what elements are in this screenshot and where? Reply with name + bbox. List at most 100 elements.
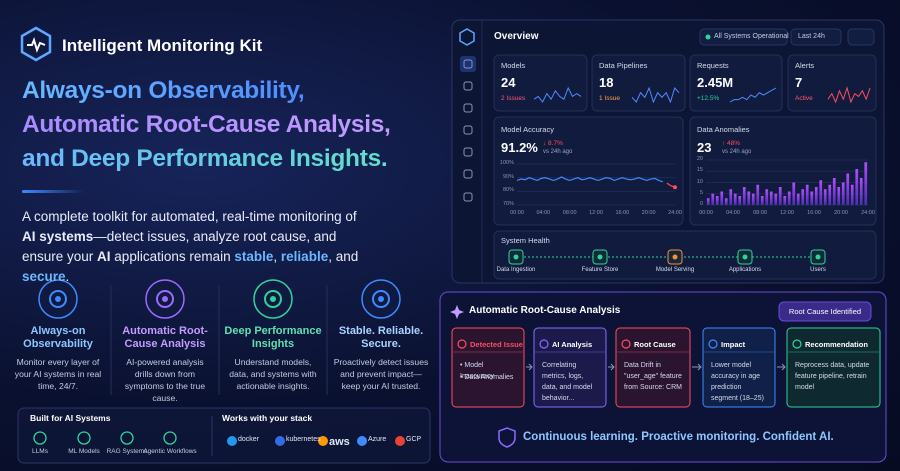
feature-icon — [372, 290, 390, 308]
x-tick-label: 04:00 — [536, 210, 551, 216]
rca-card-text: • Data Anomalies — [460, 374, 514, 381]
feature-title: Stable. Reliable. Secure. — [338, 325, 424, 351]
range: Last 24h — [798, 33, 825, 40]
anomalies-title: Data Anomalies — [697, 125, 750, 134]
anomaly-bar — [783, 196, 787, 205]
accuracy-compare: vs 24h ago — [543, 149, 573, 155]
description-part: , — [273, 249, 281, 264]
description-part: , and — [328, 249, 359, 264]
feature-title: Deep Performance Insights — [224, 325, 322, 351]
health-node-dot — [742, 254, 748, 260]
rca-footer: Continuous learning. Proactive monitorin… — [523, 431, 834, 443]
feature-text: AI-powered analysis drills down from sym… — [124, 357, 206, 404]
kpi-value: 7 — [795, 75, 803, 90]
anomaly-bar — [720, 191, 724, 205]
rca-card — [786, 327, 881, 408]
accuracy-line — [516, 176, 664, 183]
rca-card — [533, 327, 607, 408]
rca-card-text: • Model Inaccuracy — [460, 362, 494, 380]
anomaly-bar — [864, 162, 868, 205]
rca-card-title: Impact — [721, 340, 746, 349]
health-node-dot — [513, 254, 519, 260]
anomaly-bar — [715, 196, 719, 205]
feature-icon — [264, 290, 282, 308]
rca-card-text: Data Drift in "user_age" feature from So… — [624, 362, 682, 391]
anomaly-bar — [796, 193, 800, 205]
stack-item: GCP — [406, 436, 422, 443]
x-tick-label: 12:00 — [780, 210, 794, 216]
feature-icon — [156, 290, 174, 308]
y-tick-label: 80% — [502, 187, 514, 194]
rca-arrow — [777, 363, 786, 371]
x-tick-label: 08:00 — [753, 210, 767, 216]
anomaly-bar — [801, 189, 805, 205]
headline-line: Automatic Root-Cause Analysis, — [22, 111, 391, 138]
sidebar-icon — [463, 147, 473, 157]
stack-icon — [395, 436, 405, 446]
anomaly-bar — [846, 173, 850, 205]
kpi-value: 2.45M — [697, 75, 734, 90]
accuracy-change: ↓ 8.7% — [543, 140, 563, 147]
rca-card-text: Lower model accuracy in age prediction s… — [711, 362, 764, 402]
rca-spark-icon — [450, 305, 464, 319]
rca-card-icon — [792, 339, 802, 349]
anomaly-bar — [747, 191, 751, 205]
rca-card-title: Detected Issue — [470, 340, 523, 349]
y-tick-label: 90% — [502, 173, 514, 180]
accuracy-title: Model Accuracy — [501, 125, 554, 134]
feature-icon-dot — [162, 296, 168, 302]
anomaly-bar — [756, 184, 760, 205]
health-node-dot — [597, 254, 603, 260]
accuracy-endpoint — [673, 185, 677, 190]
built-for-icon — [163, 431, 177, 445]
anomaly-bar — [724, 198, 728, 205]
feature-text: Monitor every layer of your AI systems i… — [14, 357, 102, 392]
description-part: reliable — [280, 249, 329, 264]
anomaly-bar — [760, 196, 764, 205]
stack-box — [17, 407, 431, 464]
sidebar-icon — [463, 59, 473, 69]
status-pill — [699, 28, 788, 46]
stack-item: docker — [238, 436, 260, 443]
x-tick-label: 08:00 — [562, 210, 577, 216]
x-tick-label: 16:00 — [807, 210, 821, 216]
anomaly-bar — [765, 189, 769, 205]
sparkline — [729, 87, 777, 103]
kpi-value: 18 — [599, 75, 614, 90]
rca-card-title: Recommendation — [805, 340, 868, 349]
sparkline — [533, 86, 582, 103]
anomalies-compare: vs 24h ago — [722, 149, 752, 155]
sidebar-active — [460, 56, 476, 72]
rca-arrow — [692, 363, 702, 371]
anomaly-bar — [819, 180, 823, 205]
built-for-icon — [33, 431, 47, 445]
description-part: A complete toolkit for automated, real-t… — [22, 209, 357, 224]
y-tick-label: 5 — [699, 189, 703, 196]
feature: Deep Performance Insights Understand mode… — [218, 325, 328, 392]
description-part: AI systems — [22, 229, 94, 244]
anomaly-bar — [855, 169, 859, 205]
rca-arrow — [526, 363, 533, 371]
status: All Systems Operational — [714, 33, 789, 40]
x-tick-label: 00:00 — [510, 210, 524, 216]
x-tick-label: 24:00 — [668, 210, 682, 216]
anomaly-bar — [778, 187, 782, 205]
health-card — [493, 230, 877, 280]
anomaly-bar — [850, 184, 854, 205]
feature: Stable. Reliable. Secure. Proactively det… — [326, 325, 436, 392]
logo-pulse — [27, 36, 46, 53]
rca-badge-text: Root Cause Identified — [788, 307, 862, 316]
headline-line: Always-on Observability, — [22, 77, 305, 104]
anomaly-bar — [706, 198, 710, 205]
anomaly-bar — [733, 193, 737, 205]
sidebar-icon — [463, 192, 473, 202]
rca-card-icon — [621, 339, 631, 349]
accuracy-card — [493, 116, 684, 226]
rca-arrow — [608, 363, 615, 371]
range-select — [790, 28, 842, 46]
x-tick-label: 24:00 — [861, 210, 875, 216]
x-tick-label: 12:00 — [589, 210, 603, 216]
y-tick-label: 0 — [699, 201, 703, 207]
